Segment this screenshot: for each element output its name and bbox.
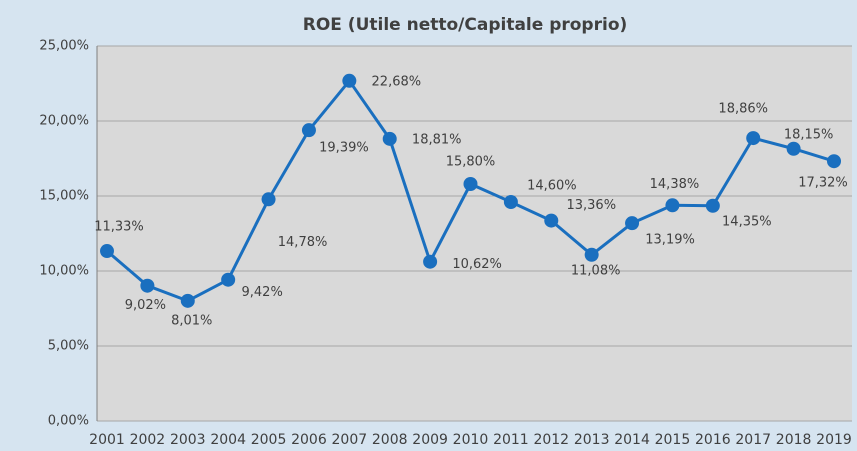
y-tick-label: 5,00% xyxy=(48,339,89,354)
data-label: 11,33% xyxy=(94,220,144,235)
chart-title: ROE (Utile netto/Capitale proprio) xyxy=(303,15,628,35)
marker xyxy=(584,247,599,262)
data-label: 13,19% xyxy=(645,233,695,248)
x-tick-label: 2016 xyxy=(695,432,731,448)
data-label: 8,01% xyxy=(171,313,212,328)
data-label: 17,32% xyxy=(798,176,848,191)
marker xyxy=(180,293,195,308)
data-label: 15,80% xyxy=(446,155,496,170)
x-tick-label: 2015 xyxy=(655,432,691,448)
marker xyxy=(463,177,478,191)
y-tick-label: 20,00% xyxy=(39,114,89,129)
x-tick-label: 2019 xyxy=(816,432,852,448)
data-label: 10,62% xyxy=(452,257,502,272)
marker xyxy=(705,198,720,213)
marker xyxy=(221,272,236,287)
marker xyxy=(827,154,841,169)
x-tick-label: 2001 xyxy=(89,432,125,448)
x-tick-label: 2018 xyxy=(776,432,812,448)
marker xyxy=(342,73,357,88)
data-label: 18,86% xyxy=(718,102,768,117)
data-label: 14,35% xyxy=(722,214,772,229)
marker xyxy=(625,216,640,231)
data-label: 18,81% xyxy=(412,132,462,147)
x-tick-label: 2014 xyxy=(614,432,650,448)
x-tick-label: 2005 xyxy=(251,432,287,448)
y-tick-label: 15,00% xyxy=(39,189,89,204)
x-tick-label: 2012 xyxy=(533,432,569,448)
marker xyxy=(786,141,801,156)
data-label: 9,02% xyxy=(125,298,166,313)
data-label: 22,68% xyxy=(372,74,422,89)
x-tick-label: 2008 xyxy=(372,432,408,448)
y-tick-label: 25,00% xyxy=(39,39,89,54)
marker xyxy=(746,131,761,146)
x-tick-label: 2003 xyxy=(170,432,206,448)
x-tick-label: 2011 xyxy=(493,432,529,448)
marker xyxy=(382,131,397,146)
x-tick-label: 2013 xyxy=(574,432,610,448)
marker xyxy=(423,254,438,269)
x-tick-label: 2017 xyxy=(735,432,771,448)
x-tick-label: 2010 xyxy=(453,432,489,448)
data-label: 18,15% xyxy=(784,127,834,142)
x-tick-label: 2002 xyxy=(130,432,166,448)
marker xyxy=(261,192,276,207)
data-label: 19,39% xyxy=(319,141,369,156)
x-tick-label: 2004 xyxy=(210,432,246,448)
data-label: 9,42% xyxy=(242,285,283,300)
data-label: 14,38% xyxy=(650,177,700,192)
data-label: 11,08% xyxy=(571,263,621,278)
marker xyxy=(301,123,316,138)
y-tick-label: 10,00% xyxy=(39,264,89,279)
marker xyxy=(503,195,518,209)
x-tick-label: 2009 xyxy=(412,432,448,448)
data-label: 14,60% xyxy=(527,179,577,194)
x-tick-label: 2007 xyxy=(332,432,368,448)
marker xyxy=(140,278,155,293)
x-tick-label: 2006 xyxy=(291,432,327,448)
plot-area xyxy=(97,46,852,421)
data-label: 14,78% xyxy=(278,235,328,250)
data-label: 13,36% xyxy=(566,198,616,213)
marker xyxy=(665,198,680,213)
marker xyxy=(100,244,114,259)
marker xyxy=(544,213,559,228)
y-tick-label: 0,00% xyxy=(48,414,89,429)
